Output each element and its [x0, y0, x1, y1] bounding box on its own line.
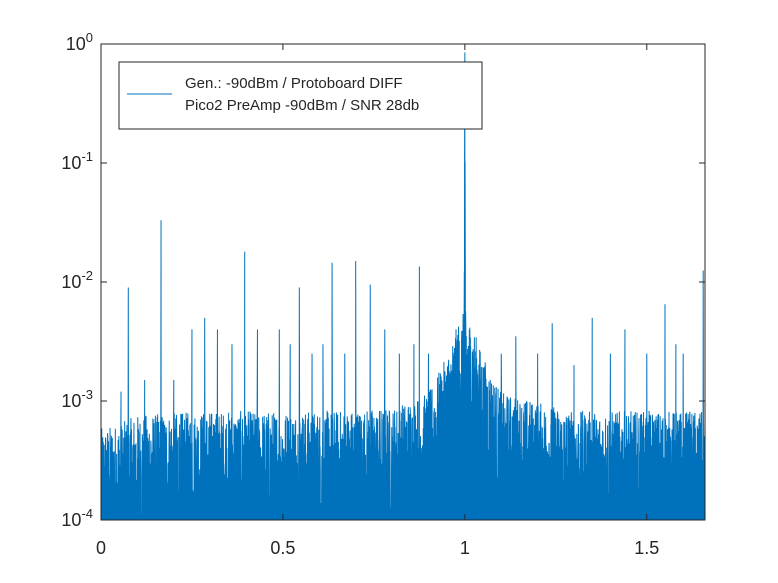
y-tick-label: 10-2: [61, 268, 93, 292]
x-tick-label: 1: [460, 538, 470, 558]
legend-entry-label: Gen.: -90dBm / Protoboard DIFF Pico2 PreA…: [185, 75, 419, 114]
legend-box: [118, 61, 483, 130]
series-layer: [101, 52, 705, 520]
y-tick-label: 100: [66, 30, 93, 54]
x-tick-label: 1.5: [634, 538, 659, 558]
y-tick-label: 10-4: [61, 506, 93, 530]
x-tick-label: 0: [96, 538, 106, 558]
series-line: [101, 52, 705, 520]
y-tick-label: 10-3: [61, 387, 93, 411]
tick-layer: 0 0.5 1 1.5 10-4 10-3 10-2 10-1 100: [61, 30, 705, 558]
legend: Gen.: -90dBm / Protoboard DIFF Pico2 PreA…: [118, 61, 483, 130]
y-tick-label: 10-1: [61, 149, 93, 173]
x-tick-label: 0.5: [270, 538, 295, 558]
